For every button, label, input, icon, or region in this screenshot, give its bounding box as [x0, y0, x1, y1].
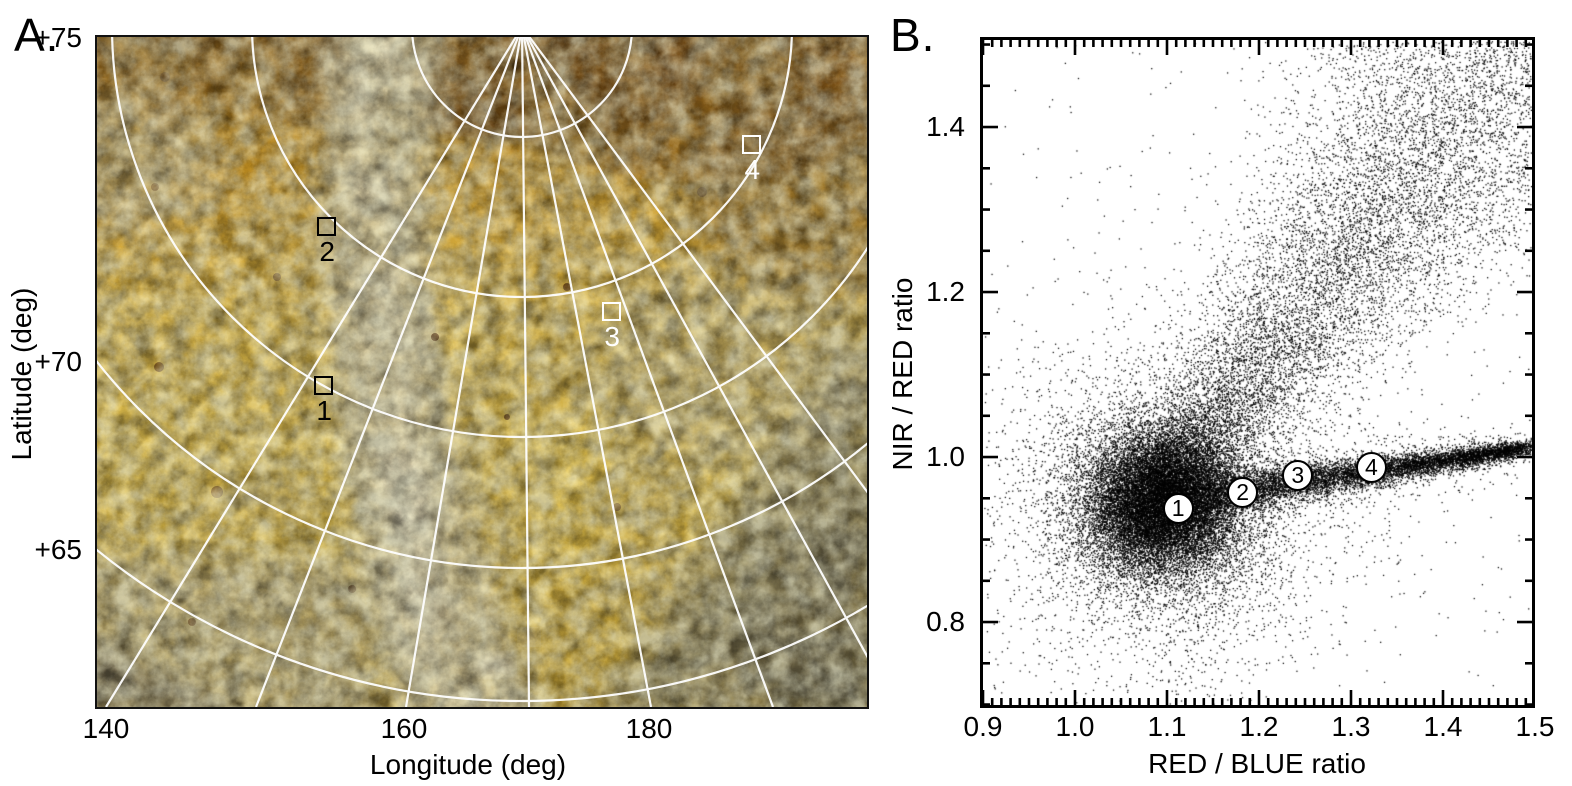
lon-tick-label: 180 [625, 713, 673, 744]
y-tick-label: 1.2 [926, 276, 965, 307]
x-tick-label: 1.3 [1331, 711, 1371, 742]
sample-box-3 [602, 301, 622, 321]
scatter-canvas [983, 40, 1532, 705]
nir-red-axis-title: NIR / RED ratio [887, 277, 918, 471]
sample-box-label-2: 2 [319, 236, 335, 268]
panel-a-label: A. [14, 9, 60, 61]
lat-tick-label: +75 [34, 22, 83, 53]
x-tick-label: 1.2 [1239, 711, 1279, 742]
longitude-axis-title: Longitude (deg) [369, 749, 567, 780]
x-tick-label: 1.5 [1515, 711, 1555, 742]
scatter-marker-2: 2 [1227, 476, 1259, 508]
x-tick-label: 0.9 [963, 711, 1003, 742]
x-tick-label: 1.1 [1147, 711, 1187, 742]
scatter-marker-1: 1 [1162, 493, 1194, 525]
sample-box-label-4: 4 [744, 153, 761, 185]
lat-tick-label: +65 [34, 534, 83, 565]
map-terrain [97, 37, 867, 707]
sample-box-1 [314, 376, 334, 396]
red-blue-axis-title: RED / BLUE ratio [1148, 748, 1366, 779]
y-tick-label: 1.0 [926, 441, 965, 472]
lat-tick-label: +70 [34, 346, 83, 377]
panel-b-label: B. [890, 9, 936, 61]
scatter-marker-3: 3 [1282, 460, 1314, 492]
sample-box-4 [742, 134, 762, 154]
scatter-marker-4: 4 [1355, 451, 1387, 483]
graticule [97, 37, 867, 707]
sample-box-label-1: 1 [316, 395, 332, 427]
y-tick-label: 0.8 [926, 606, 965, 637]
lon-tick-label: 140 [82, 713, 130, 744]
x-tick-label: 1.0 [1055, 711, 1095, 742]
map-image [97, 37, 867, 707]
y-tick-label: 1.4 [926, 111, 965, 142]
map-panel: 1 2 3 4 [95, 35, 869, 709]
sample-box-2 [317, 217, 337, 237]
sample-box-label-3: 3 [604, 320, 620, 352]
lon-tick-label: 160 [380, 713, 428, 744]
latitude-axis-title: Latitude (deg) [6, 287, 37, 461]
x-tick-label: 1.4 [1423, 711, 1463, 742]
